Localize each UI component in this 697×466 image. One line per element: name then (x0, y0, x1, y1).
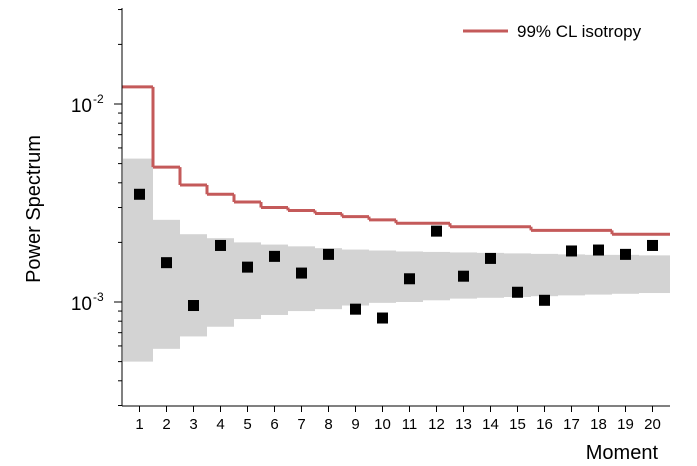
data-point (215, 239, 226, 251)
data-point (269, 250, 280, 262)
data-point (566, 245, 577, 257)
band-segment (612, 254, 639, 294)
isotropy-band-layer (123, 158, 670, 362)
band-segment (369, 250, 396, 303)
data-point (431, 225, 442, 237)
data-point (377, 312, 388, 324)
ticks (114, 9, 653, 412)
band-segment (531, 253, 558, 297)
x-tick-label: 19 (617, 416, 634, 433)
x-axis-title: Moment (586, 442, 659, 464)
x-tick-label: 10 (374, 416, 391, 433)
x-tick-label: 17 (563, 416, 580, 433)
x-tick-label: 20 (644, 416, 661, 433)
x-tick-label: 2 (162, 416, 170, 433)
data-point-layer (134, 188, 658, 324)
legend-label: 99% CL isotropy (517, 22, 642, 41)
data-point (323, 248, 334, 260)
band-segment (153, 219, 180, 349)
x-tick-labels: 1 2 3 4 5 6 7 8 9 10 11 12 13 14 15 16 17 18 19 20 (135, 416, 661, 433)
x-tick-label: 16 (536, 416, 553, 433)
cl-line-layer (122, 85, 670, 236)
data-point (512, 286, 523, 298)
y-axis-title: Power Spectrum (23, 135, 45, 283)
data-point (620, 248, 631, 260)
band-segment (180, 234, 207, 337)
axes (121, 8, 670, 407)
legend: 99% CL isotropy (463, 22, 642, 41)
data-point (539, 294, 550, 306)
x-tick-label: 13 (455, 416, 472, 433)
data-point (485, 252, 496, 264)
data-point (161, 257, 172, 269)
data-point (188, 300, 199, 312)
data-point (350, 303, 361, 315)
data-point (647, 239, 658, 251)
band-segment (423, 251, 450, 301)
x-tick-label: 11 (402, 416, 418, 433)
band-segment (639, 255, 670, 294)
y-tick-exponent: -3 (93, 290, 104, 304)
y-tick-label: 10 (71, 96, 92, 117)
y-tick-labels: 10-210-3 (71, 92, 104, 315)
x-tick-label: 1 (135, 416, 143, 433)
y-tick-label: 10 (71, 294, 92, 315)
band-segment (234, 242, 261, 320)
band-segment (342, 249, 369, 306)
data-point (593, 244, 604, 256)
x-tick-label: 18 (590, 416, 607, 433)
y-tick-exponent: -2 (93, 92, 104, 106)
data-point (296, 267, 307, 279)
x-tick-label: 9 (351, 416, 359, 433)
x-tick-label: 3 (189, 416, 197, 433)
data-point (134, 188, 145, 200)
x-tick-label: 7 (297, 416, 305, 433)
x-tick-label: 6 (270, 416, 278, 433)
x-tick-label: 8 (324, 416, 332, 433)
data-point (404, 273, 415, 285)
x-tick-label: 15 (509, 416, 526, 433)
data-point (242, 261, 253, 273)
band-segment (288, 246, 315, 312)
data-point (458, 270, 469, 282)
x-tick-label: 5 (243, 416, 251, 433)
band-segment (207, 238, 234, 327)
x-tick-label: 14 (482, 416, 499, 433)
band-segment (558, 254, 585, 296)
band-segment (585, 254, 612, 295)
x-tick-label: 4 (216, 416, 224, 433)
x-tick-label: 12 (428, 416, 445, 433)
